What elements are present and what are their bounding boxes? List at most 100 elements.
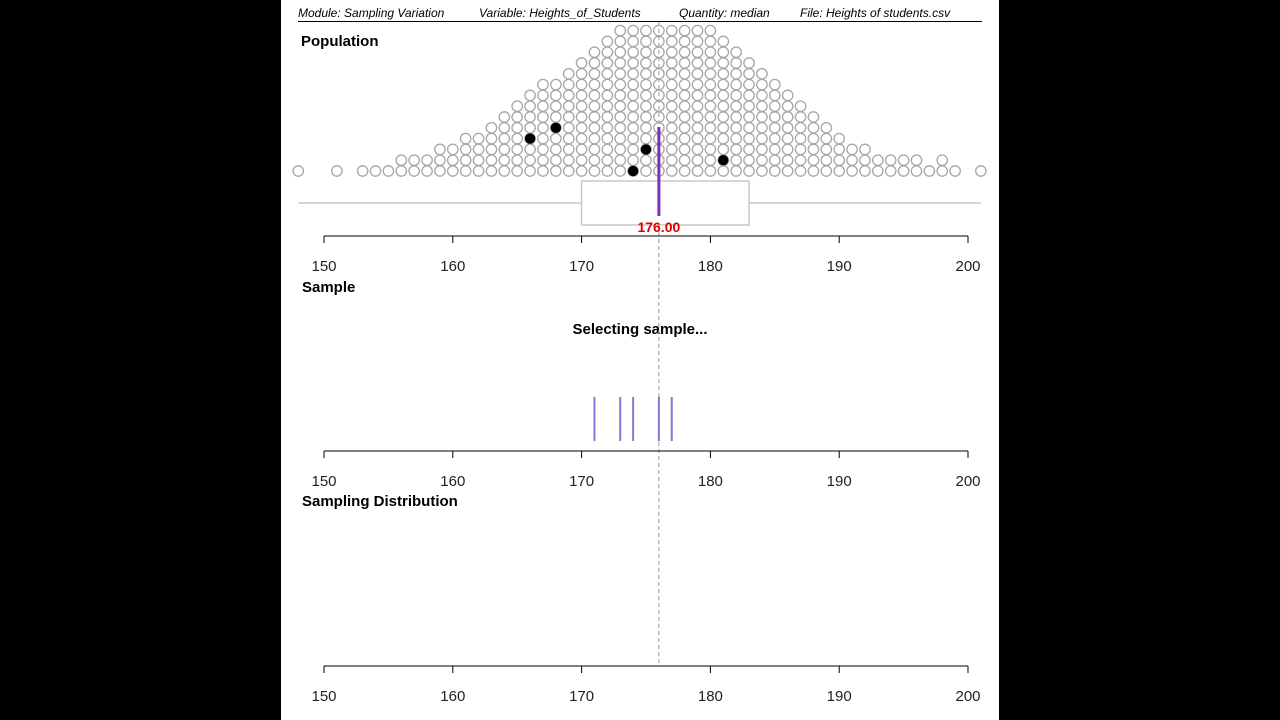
population-dot bbox=[704, 154, 717, 167]
selected-dot bbox=[524, 133, 536, 144]
population-dot bbox=[524, 89, 536, 102]
population-dot bbox=[691, 111, 704, 123]
population-dot bbox=[640, 67, 652, 80]
population-dot bbox=[730, 132, 743, 145]
population-dot bbox=[859, 154, 871, 167]
population-dot bbox=[833, 165, 846, 177]
population-dot bbox=[807, 143, 820, 156]
population-dot bbox=[524, 165, 536, 177]
population-dot bbox=[923, 165, 936, 177]
population-dot bbox=[704, 78, 717, 91]
population-dot bbox=[859, 165, 871, 177]
population-dot bbox=[781, 132, 794, 145]
population-dot bbox=[472, 165, 485, 177]
population-dot bbox=[498, 165, 511, 177]
population-dot bbox=[614, 46, 627, 59]
population-dot bbox=[704, 132, 717, 145]
population-dot bbox=[601, 132, 614, 145]
population-dot bbox=[434, 143, 446, 156]
population-dot bbox=[781, 154, 794, 167]
population-dot bbox=[768, 100, 781, 113]
population-dot bbox=[588, 143, 601, 156]
population-dot bbox=[691, 165, 704, 177]
population-dot bbox=[498, 132, 511, 145]
population-dot bbox=[640, 165, 652, 177]
population-dot bbox=[768, 154, 781, 167]
population-dot bbox=[395, 154, 408, 167]
population-dot bbox=[665, 89, 678, 102]
sample-axis-tick-label: 200 bbox=[955, 473, 980, 490]
population-dot bbox=[691, 67, 704, 80]
population-axis-tick-label: 170 bbox=[569, 258, 594, 275]
population-dot bbox=[627, 35, 639, 48]
population-dot bbox=[743, 89, 755, 102]
population-dot bbox=[794, 121, 807, 134]
population-dot bbox=[807, 121, 820, 134]
population-dot bbox=[562, 143, 575, 156]
population-dot bbox=[601, 46, 614, 59]
population-dot bbox=[704, 46, 717, 59]
population-dot bbox=[627, 57, 639, 69]
population-dot bbox=[743, 67, 755, 80]
population-dot bbox=[781, 100, 794, 113]
population-dot bbox=[511, 165, 524, 177]
population-dot bbox=[588, 154, 601, 167]
population-dot bbox=[382, 165, 395, 177]
population-dot bbox=[562, 132, 575, 145]
population-dot bbox=[768, 132, 781, 145]
selected-dot bbox=[550, 122, 562, 133]
population-dot bbox=[537, 132, 549, 145]
population-dot bbox=[691, 143, 704, 156]
population-dot bbox=[562, 165, 575, 177]
selected-dot bbox=[627, 165, 639, 177]
population-dot bbox=[653, 24, 665, 37]
population-dot bbox=[691, 78, 704, 91]
population-dot bbox=[588, 78, 601, 91]
population-dot bbox=[833, 132, 846, 145]
header-quantity: Quantity: median bbox=[679, 6, 770, 20]
population-dot bbox=[537, 121, 549, 134]
population-dot bbox=[575, 143, 588, 156]
population-dot bbox=[640, 78, 652, 91]
population-dot bbox=[665, 67, 678, 80]
population-dot bbox=[537, 89, 549, 102]
population-dot bbox=[549, 132, 562, 145]
population-dot bbox=[575, 132, 588, 145]
population-axis-tick-label: 160 bbox=[440, 258, 465, 275]
population-dot bbox=[936, 165, 949, 177]
population-dot bbox=[704, 121, 717, 134]
population-dot bbox=[549, 154, 562, 167]
population-dot bbox=[704, 89, 717, 102]
population-dot bbox=[511, 154, 524, 167]
median-value-label: 176.00 bbox=[637, 219, 680, 235]
population-dot bbox=[498, 154, 511, 167]
population-dot bbox=[601, 89, 614, 102]
population-dot bbox=[614, 121, 627, 134]
population-dot bbox=[640, 121, 652, 134]
population-dot bbox=[665, 165, 678, 177]
population-dot bbox=[743, 78, 755, 91]
population-dot bbox=[562, 78, 575, 91]
sampling-distribution-title: Sampling Distribution bbox=[302, 493, 458, 510]
population-dot bbox=[537, 100, 549, 113]
selected-dot bbox=[640, 144, 652, 155]
population-dot bbox=[691, 35, 704, 48]
population-dot bbox=[588, 89, 601, 102]
population-dot bbox=[665, 111, 678, 123]
population-dot bbox=[665, 24, 678, 37]
population-dot bbox=[730, 67, 743, 80]
population-dot bbox=[485, 121, 498, 134]
population-dot bbox=[846, 165, 858, 177]
population-dot bbox=[614, 89, 627, 102]
population-dot bbox=[369, 165, 382, 177]
population-dot bbox=[601, 78, 614, 91]
population-dot bbox=[768, 89, 781, 102]
population-dot bbox=[614, 111, 627, 123]
population-dot bbox=[717, 46, 730, 59]
population-dot bbox=[704, 100, 717, 113]
population-dot bbox=[537, 165, 549, 177]
population-dot bbox=[485, 165, 498, 177]
population-dot bbox=[730, 165, 743, 177]
population-dot bbox=[846, 143, 858, 156]
